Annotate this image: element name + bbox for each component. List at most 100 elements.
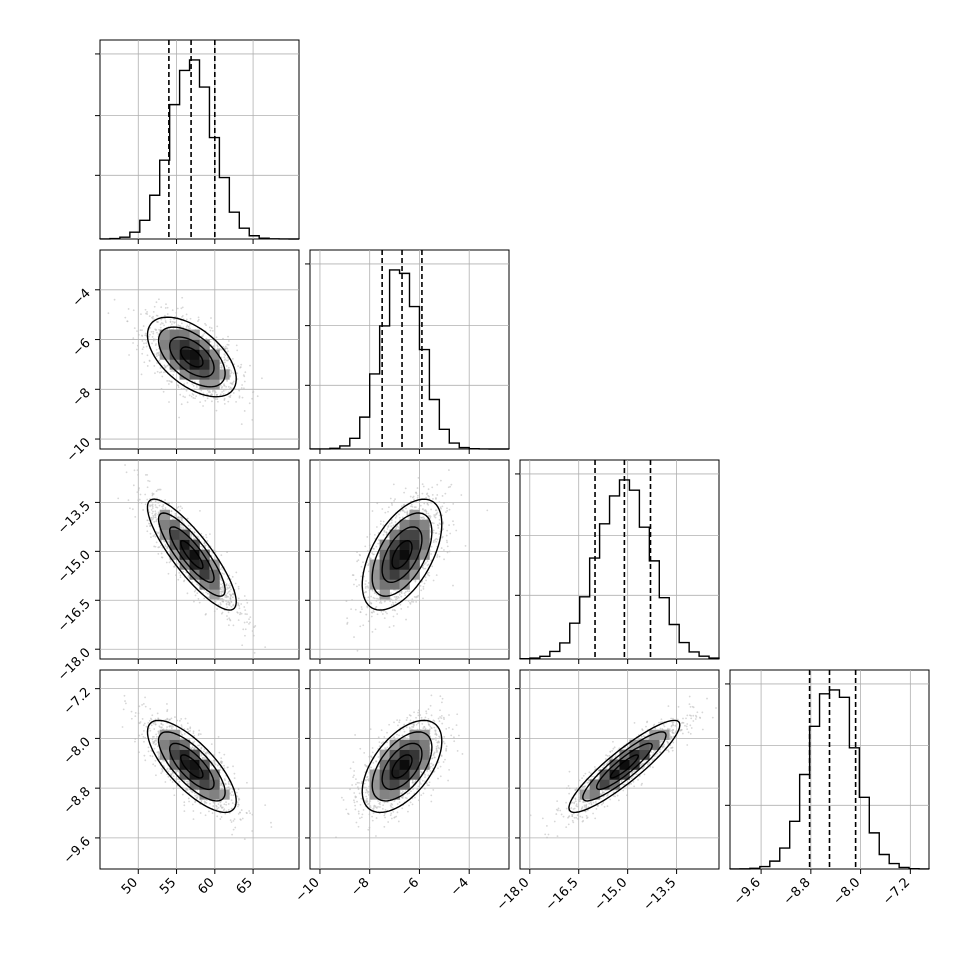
sample-point [436, 554, 439, 556]
sample-point [222, 345, 225, 348]
sample-point [151, 507, 154, 510]
sample-point [404, 594, 407, 597]
sample-point [227, 603, 230, 606]
sample-point [229, 372, 232, 375]
sample-point [224, 812, 227, 815]
sample-point [141, 339, 144, 342]
sample-point [195, 386, 198, 388]
sample-point [441, 535, 444, 538]
sample-point [410, 505, 412, 508]
sample-point [394, 609, 397, 612]
sample-point [435, 513, 438, 515]
sample-point [436, 483, 439, 486]
sample-point [229, 374, 232, 377]
sample-point [372, 596, 375, 599]
density-block [179, 559, 190, 570]
sample-point [152, 510, 154, 513]
sample-point [446, 551, 449, 554]
sample-point [431, 565, 434, 568]
sample-point [450, 483, 453, 486]
sample-point [229, 599, 232, 602]
sample-point [404, 599, 407, 602]
sample-point [160, 306, 163, 309]
sample-point [145, 345, 148, 348]
sample-point [180, 519, 183, 522]
sample-point [186, 722, 189, 725]
sample-point [169, 320, 172, 323]
sample-point [160, 387, 163, 390]
density-block [379, 539, 390, 550]
sample-point [152, 338, 155, 341]
sample-point [221, 365, 223, 368]
sample-point [146, 365, 149, 367]
sample-point [390, 598, 393, 601]
sample-point [199, 812, 202, 814]
density-block [189, 329, 200, 340]
density-block [369, 569, 380, 580]
sample-point [179, 325, 182, 328]
sample-point [389, 497, 392, 500]
sample-point [377, 542, 380, 545]
sample-point [403, 592, 406, 595]
sample-point [212, 389, 215, 392]
sample-point [366, 606, 369, 609]
sample-point [177, 505, 180, 508]
sample-point [424, 576, 427, 579]
sample-point [367, 564, 370, 566]
sample-point [154, 504, 157, 506]
sample-point [397, 526, 400, 529]
sample-point [224, 361, 226, 364]
sample-point [244, 628, 247, 631]
sample-point [237, 788, 240, 791]
sample-point [427, 571, 430, 574]
sample-point [403, 491, 406, 494]
sample-point [144, 759, 147, 762]
sample-point [244, 609, 247, 612]
sample-point [374, 628, 377, 631]
sample-point [392, 524, 395, 527]
sample-point [228, 388, 231, 390]
density-block [409, 569, 420, 580]
sample-point [153, 305, 156, 308]
sample-point [227, 808, 230, 811]
density-block [209, 579, 220, 590]
sample-point [152, 516, 155, 519]
sample-point [124, 464, 126, 466]
sample-point [155, 343, 157, 345]
sample-point [211, 812, 214, 814]
sample-point [226, 356, 229, 359]
sample-point [197, 320, 199, 323]
density-block [419, 549, 430, 560]
sample-point [221, 572, 224, 575]
sample-point [186, 382, 189, 384]
sample-point [190, 533, 193, 536]
sample-point [411, 598, 414, 601]
sample-point [441, 505, 444, 508]
sample-point [160, 322, 163, 324]
sample-point [155, 320, 158, 323]
sample-point [136, 491, 139, 494]
sample-point [246, 621, 248, 624]
sample-point [363, 591, 366, 594]
sample-point [187, 524, 190, 527]
sample-point [132, 337, 135, 340]
sample-point [224, 594, 227, 597]
sample-point [129, 507, 131, 510]
sample-point [249, 616, 252, 619]
sample-point [237, 587, 240, 590]
sample-point [162, 507, 164, 510]
sample-point [151, 714, 154, 717]
sample-point [205, 324, 207, 327]
sample-point [364, 545, 367, 548]
sample-point [231, 575, 234, 578]
sample-point [373, 533, 376, 536]
sample-point [416, 596, 419, 598]
sample-point [149, 333, 151, 336]
sample-point [390, 592, 392, 594]
sample-point [373, 611, 375, 613]
sample-point [171, 309, 174, 312]
sample-point [226, 592, 229, 595]
sample-point [246, 613, 248, 616]
sample-point [428, 574, 431, 577]
sample-point [379, 520, 382, 523]
